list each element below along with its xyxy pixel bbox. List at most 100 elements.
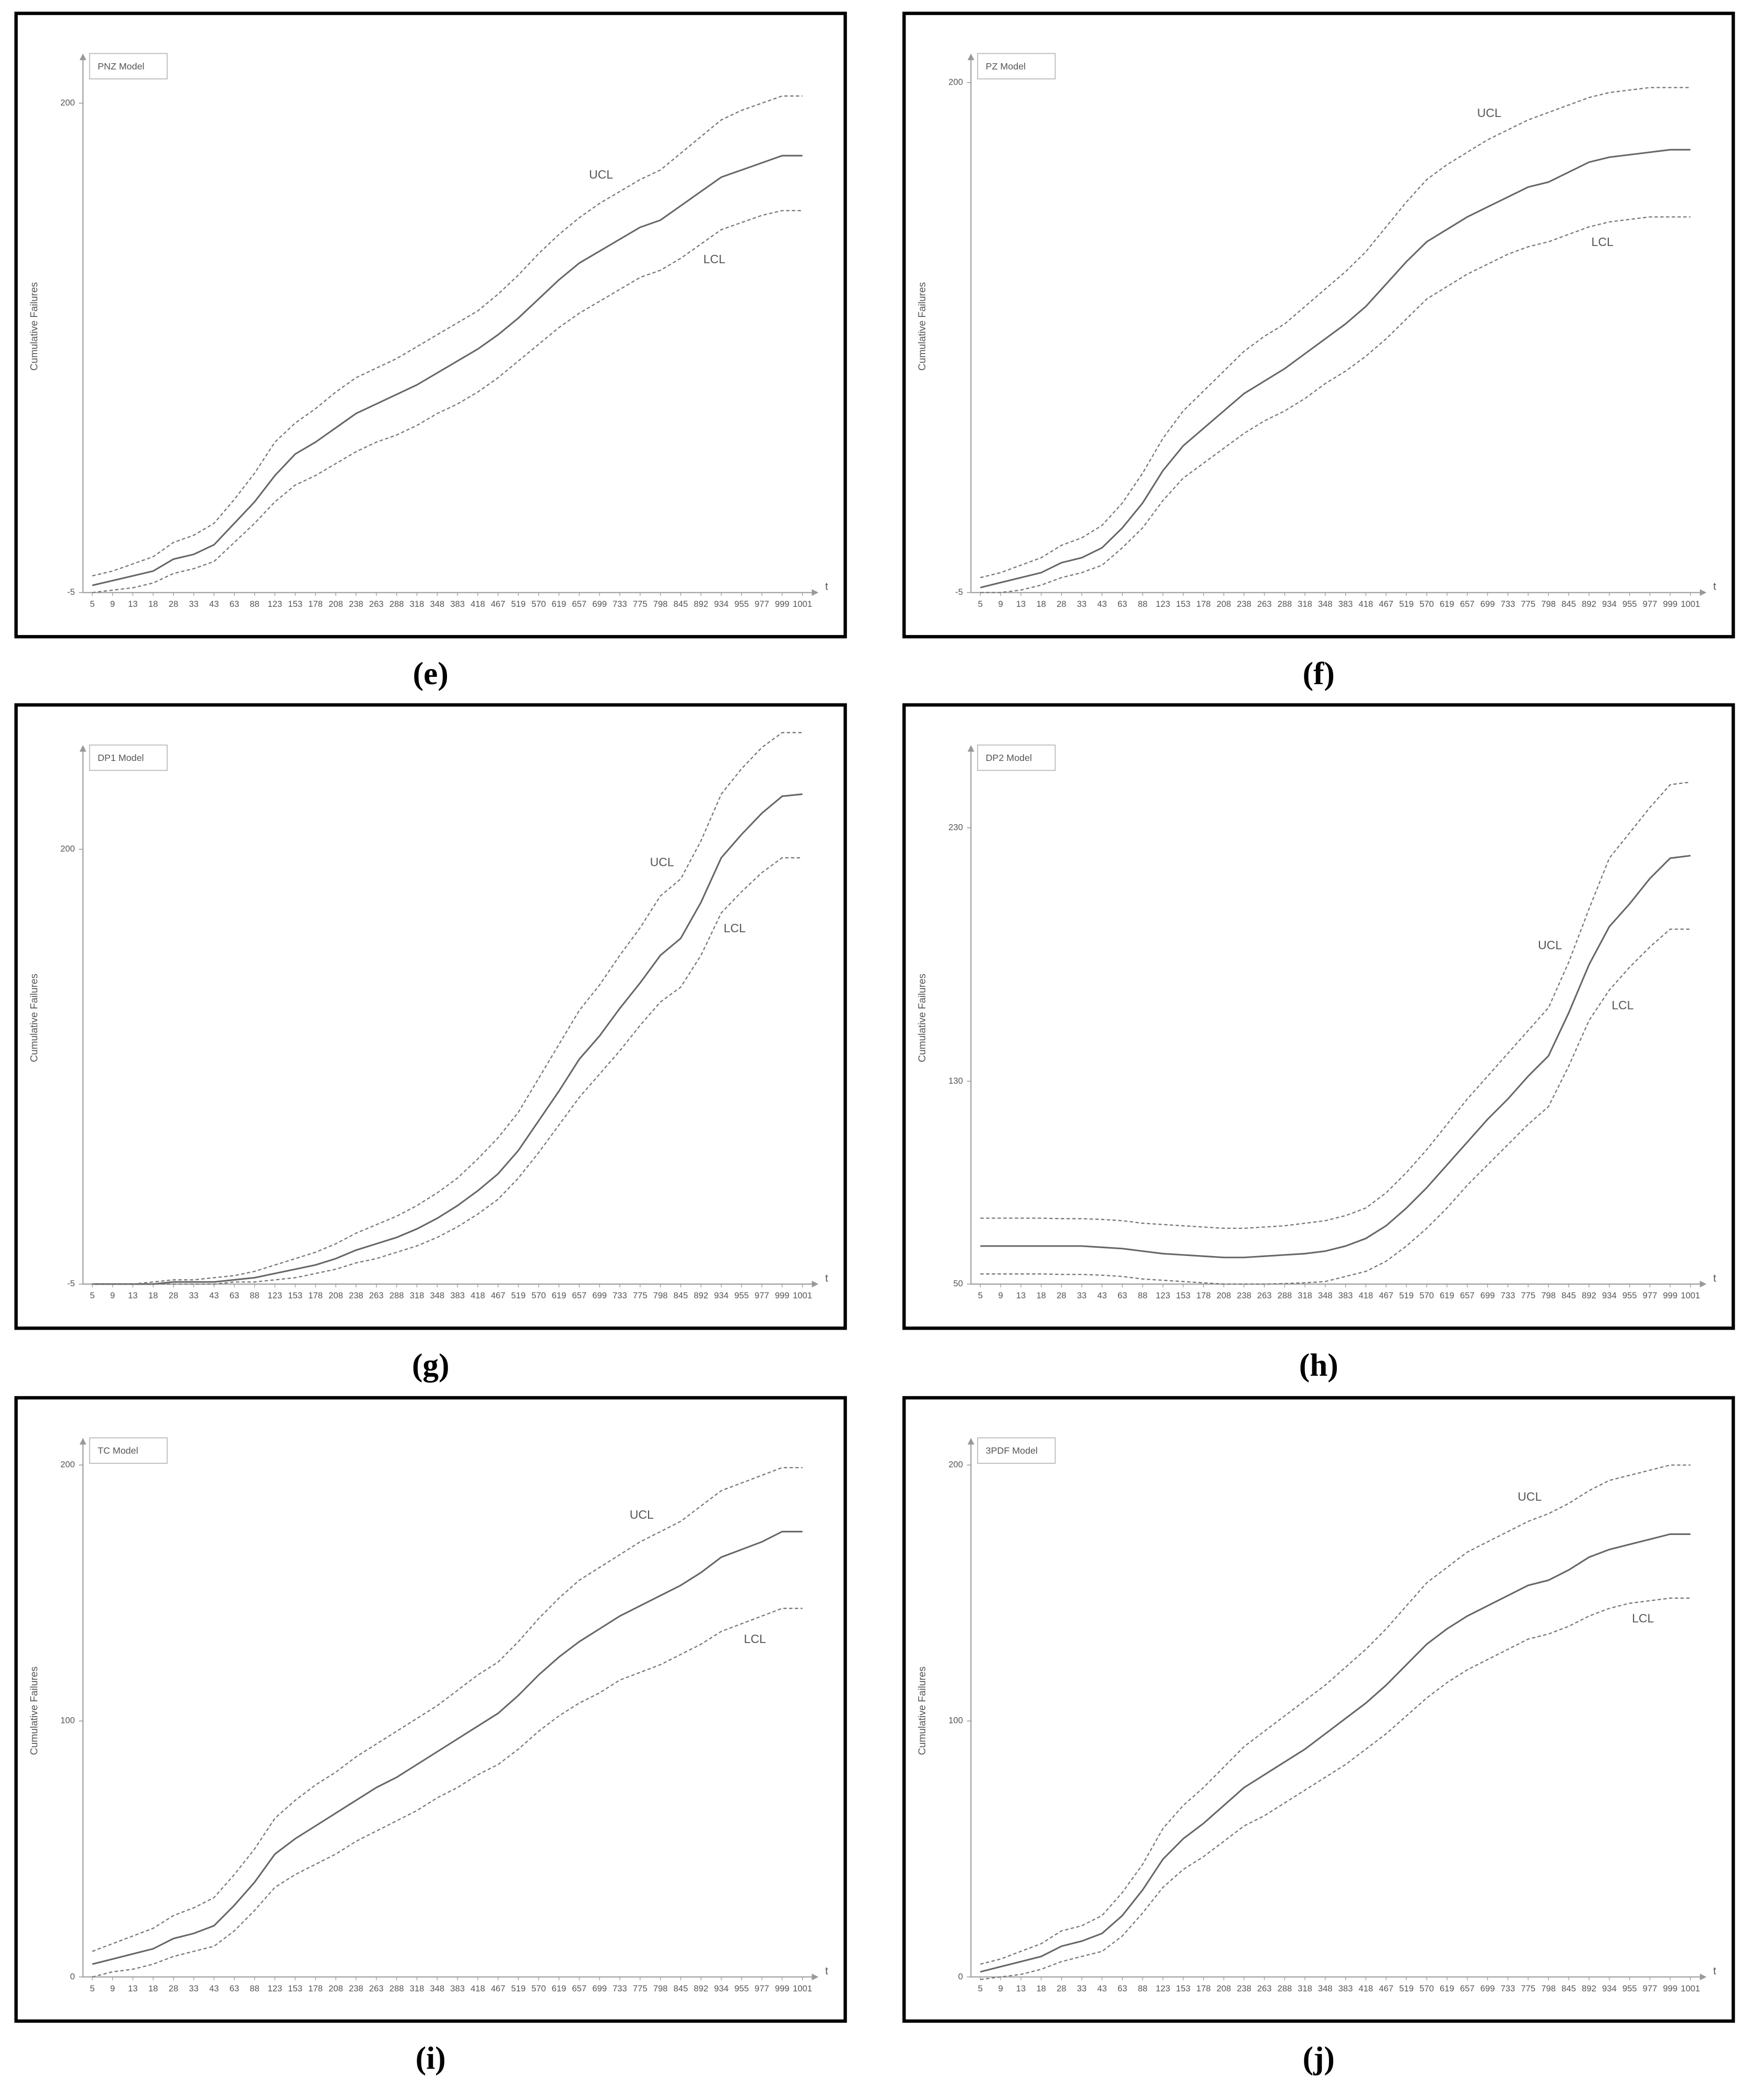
x-tick-label: 999 (1663, 1290, 1677, 1300)
x-tick-label: 288 (390, 1290, 404, 1300)
x-tick-label: 208 (328, 599, 343, 609)
x-tick-label: 43 (209, 1984, 219, 1993)
x-tick-label: 467 (491, 1290, 505, 1300)
y-tick-label: 0 (958, 1972, 963, 1981)
x-tick-label: 467 (1379, 599, 1393, 609)
x-axis-arrow (812, 1973, 819, 1980)
x-tick-label: 123 (268, 1290, 283, 1300)
x-tick-label: 318 (410, 1984, 425, 1993)
series-line (980, 781, 1691, 1229)
x-tick-label: 892 (693, 1984, 708, 1993)
x-tick-label: 977 (755, 599, 769, 609)
series-line (980, 1597, 1691, 1980)
x-tick-label: 519 (1399, 1290, 1414, 1300)
x-tick-label: 263 (369, 1984, 384, 1993)
x-tick-label: 63 (229, 1290, 239, 1300)
x-tick-label: 699 (592, 1984, 607, 1993)
x-tick-label: 123 (1156, 599, 1170, 609)
series-line (980, 216, 1691, 593)
x-tick-label: 153 (288, 599, 302, 609)
x-tick-label: 88 (1138, 1290, 1147, 1300)
x-tick-label: 43 (209, 1290, 219, 1300)
x-tick-label: 999 (1663, 599, 1677, 609)
x-tick-label: 63 (1118, 1290, 1127, 1300)
x-tick-label: 418 (471, 599, 485, 609)
x-tick-label: 123 (268, 1984, 283, 1993)
x-tick-label: 775 (1521, 599, 1535, 609)
x-axis-label: t (825, 1272, 828, 1284)
series-annotation: LCL (724, 921, 746, 935)
x-tick-label: 28 (169, 599, 178, 609)
x-tick-label: 383 (450, 599, 465, 609)
panel-label: (f) (1303, 656, 1335, 691)
x-tick-label: 238 (1237, 1984, 1252, 1993)
x-tick-label: 418 (471, 1290, 485, 1300)
x-tick-label: 798 (1541, 599, 1556, 609)
x-tick-label: 9 (998, 1984, 1003, 1993)
x-tick-label: 318 (410, 599, 425, 609)
x-tick-label: 977 (755, 1290, 769, 1300)
x-tick-label: 123 (268, 599, 283, 609)
series-line (92, 1608, 803, 1978)
x-tick-label: 892 (693, 599, 708, 609)
x-tick-label: 5 (978, 1984, 983, 1993)
x-tick-label: 263 (369, 1290, 384, 1300)
y-axis-arrow (967, 1438, 974, 1445)
x-tick-label: 892 (693, 1290, 708, 1300)
x-tick-label: 892 (1582, 1290, 1596, 1300)
x-tick-label: 208 (1217, 599, 1231, 609)
x-tick-label: 208 (328, 1290, 343, 1300)
x-tick-label: 934 (1602, 599, 1617, 609)
x-tick-label: 348 (1318, 599, 1333, 609)
x-tick-label: 892 (1582, 599, 1596, 609)
x-tick-label: 43 (1097, 599, 1107, 609)
x-tick-label: 43 (1097, 1290, 1107, 1300)
x-tick-label: 63 (229, 599, 239, 609)
x-axis-label: t (825, 1965, 828, 1977)
series-line (980, 1464, 1691, 1965)
y-tick-label: 200 (948, 1460, 963, 1470)
x-tick-label: 798 (1541, 1984, 1556, 1993)
x-tick-label: 999 (1663, 1984, 1677, 1993)
x-tick-label: 955 (734, 599, 749, 609)
panel-label: (i) (416, 2040, 446, 2076)
y-axis-label: Cumulative Failures (917, 973, 928, 1062)
series-annotation: UCL (630, 1508, 654, 1521)
legend-title: 3PDF Model (986, 1446, 1038, 1456)
x-tick-label: 18 (148, 1984, 158, 1993)
x-tick-label: 977 (1643, 599, 1657, 609)
series-line (980, 854, 1691, 1259)
series-line (92, 857, 803, 1285)
chart-panel: t Cumulative Failures 0 100 200 5 9 13 18 28 33 43 6… (14, 1396, 847, 2023)
x-tick-label: 519 (511, 599, 526, 609)
x-tick-label: 845 (674, 1984, 688, 1993)
x-axis-label: t (1713, 1965, 1716, 1977)
x-tick-label: 348 (430, 1984, 444, 1993)
x-tick-label: 263 (369, 599, 384, 609)
panel-label: (g) (412, 1347, 450, 1383)
x-tick-label: 5 (978, 1290, 983, 1300)
x-tick-label: 123 (1156, 1984, 1170, 1993)
x-tick-label: 699 (592, 1290, 607, 1300)
x-axis-label: t (1713, 1272, 1716, 1284)
x-tick-label: 798 (653, 599, 668, 609)
series-line (92, 793, 803, 1285)
x-tick-label: 263 (1257, 1290, 1272, 1300)
x-tick-label: 348 (430, 1290, 444, 1300)
x-tick-label: 33 (1077, 1290, 1086, 1300)
x-tick-label: 153 (288, 1984, 302, 1993)
legend-box (977, 53, 1056, 80)
y-tick-label: -5 (955, 587, 963, 597)
y-axis-arrow (79, 53, 87, 61)
x-tick-label: 348 (1318, 1984, 1333, 1993)
x-tick-label: 13 (128, 1290, 137, 1300)
x-tick-label: 348 (1318, 1290, 1333, 1300)
x-axis-arrow (812, 1281, 819, 1288)
x-tick-label: 13 (1016, 1290, 1026, 1300)
x-tick-label: 63 (1118, 1984, 1127, 1993)
series-annotation: LCL (1612, 998, 1633, 1012)
x-tick-label: 999 (775, 1290, 790, 1300)
x-tick-label: 238 (349, 1290, 363, 1300)
panel-frame (902, 703, 1735, 1330)
x-tick-label: 178 (308, 1290, 323, 1300)
